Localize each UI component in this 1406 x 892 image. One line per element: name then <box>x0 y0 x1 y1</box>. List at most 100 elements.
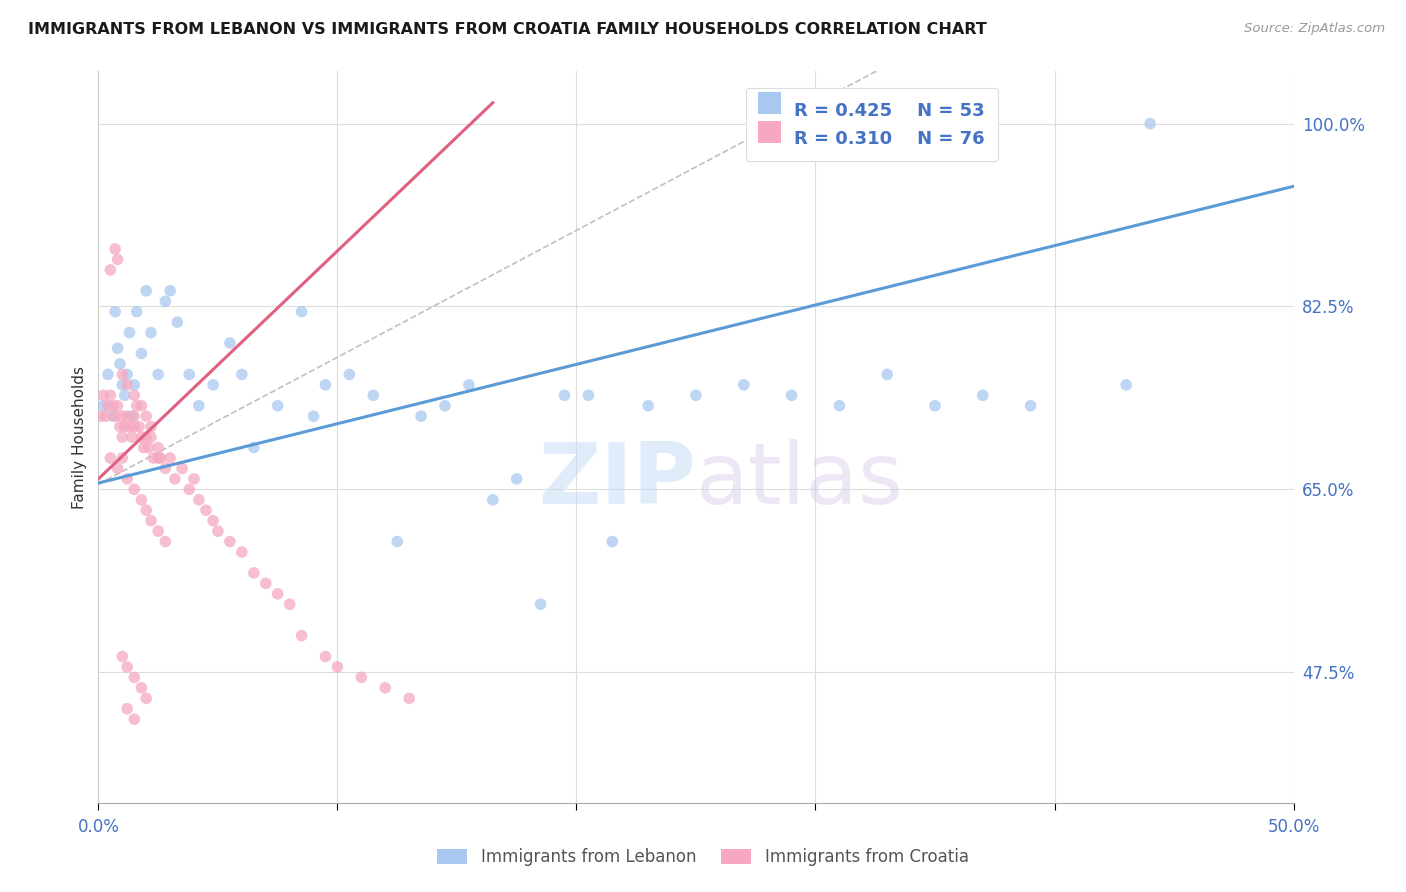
Point <box>149 450 172 465</box>
Y-axis label: Family Households: Family Households <box>72 366 87 508</box>
Point <box>231 545 253 559</box>
Point <box>131 399 153 413</box>
Point <box>108 419 131 434</box>
Point <box>202 514 225 528</box>
Point <box>481 492 505 507</box>
Point <box>121 430 143 444</box>
Point <box>114 388 136 402</box>
Point <box>98 388 122 402</box>
Point <box>135 284 157 298</box>
Point <box>530 597 553 611</box>
Point <box>111 409 134 424</box>
Point <box>1019 399 1042 413</box>
Point <box>97 399 120 413</box>
Point <box>148 450 170 465</box>
Point <box>97 368 120 382</box>
Point <box>124 419 146 434</box>
Point <box>243 441 266 455</box>
Point <box>107 399 129 413</box>
Point <box>115 377 138 392</box>
Point <box>195 503 218 517</box>
Point <box>131 430 153 444</box>
Point <box>1139 117 1161 131</box>
Point <box>363 388 385 402</box>
Point <box>135 503 157 517</box>
Point <box>148 368 170 382</box>
Legend: Immigrants from Lebanon, Immigrants from Croatia: Immigrants from Lebanon, Immigrants from… <box>429 840 977 875</box>
Point <box>398 691 420 706</box>
Point <box>302 409 325 424</box>
Point <box>124 377 146 392</box>
Point <box>115 472 138 486</box>
Point <box>602 534 624 549</box>
Point <box>163 472 186 486</box>
Point <box>924 399 946 413</box>
Point <box>111 450 134 465</box>
Point <box>202 377 225 392</box>
Text: IMMIGRANTS FROM LEBANON VS IMMIGRANTS FROM CROATIA FAMILY HOUSEHOLDS CORRELATION: IMMIGRANTS FROM LEBANON VS IMMIGRANTS FR… <box>28 22 987 37</box>
Point <box>107 252 129 267</box>
Point <box>94 409 117 424</box>
Point <box>104 304 127 318</box>
Point <box>124 670 146 684</box>
Point <box>780 388 803 402</box>
Point <box>121 409 143 424</box>
Point <box>142 450 165 465</box>
Point <box>115 660 138 674</box>
Point <box>187 492 209 507</box>
Point <box>374 681 396 695</box>
Point <box>111 430 134 444</box>
Point <box>104 409 127 424</box>
Point <box>155 294 177 309</box>
Point <box>434 399 457 413</box>
Point <box>187 399 209 413</box>
Point <box>91 399 114 413</box>
Point <box>131 492 153 507</box>
Point <box>326 660 349 674</box>
Point <box>637 399 659 413</box>
Point <box>139 326 162 340</box>
Point <box>219 336 242 351</box>
Point <box>733 377 755 392</box>
Point <box>91 388 114 402</box>
Point <box>179 483 201 497</box>
Point <box>104 242 127 256</box>
Point <box>135 409 157 424</box>
Point <box>183 472 205 486</box>
Point <box>278 597 301 611</box>
Point <box>101 409 124 424</box>
Point <box>135 691 157 706</box>
Point <box>131 346 153 360</box>
Point <box>139 419 162 434</box>
Point <box>578 388 600 402</box>
Point <box>124 483 146 497</box>
Point <box>159 284 181 298</box>
Point <box>118 419 141 434</box>
Point <box>254 576 277 591</box>
Point <box>166 315 188 329</box>
Point <box>138 441 160 455</box>
Point <box>148 441 170 455</box>
Point <box>98 263 122 277</box>
Point <box>231 368 253 382</box>
Point <box>506 472 529 486</box>
Text: atlas: atlas <box>696 440 904 523</box>
Point <box>315 649 337 664</box>
Point <box>385 534 409 549</box>
Text: Source: ZipAtlas.com: Source: ZipAtlas.com <box>1244 22 1385 36</box>
Point <box>101 399 124 413</box>
Point <box>876 368 898 382</box>
Point <box>128 419 150 434</box>
Point <box>139 430 162 444</box>
Point <box>207 524 229 538</box>
Point <box>131 681 153 695</box>
Legend: R = 0.425    N = 53, R = 0.310    N = 76: R = 0.425 N = 53, R = 0.310 N = 76 <box>745 87 998 161</box>
Point <box>148 524 170 538</box>
Point <box>98 450 122 465</box>
Point <box>411 409 433 424</box>
Point <box>115 368 138 382</box>
Point <box>458 377 481 392</box>
Point <box>291 304 314 318</box>
Text: ZIP: ZIP <box>538 440 696 523</box>
Point <box>219 534 242 549</box>
